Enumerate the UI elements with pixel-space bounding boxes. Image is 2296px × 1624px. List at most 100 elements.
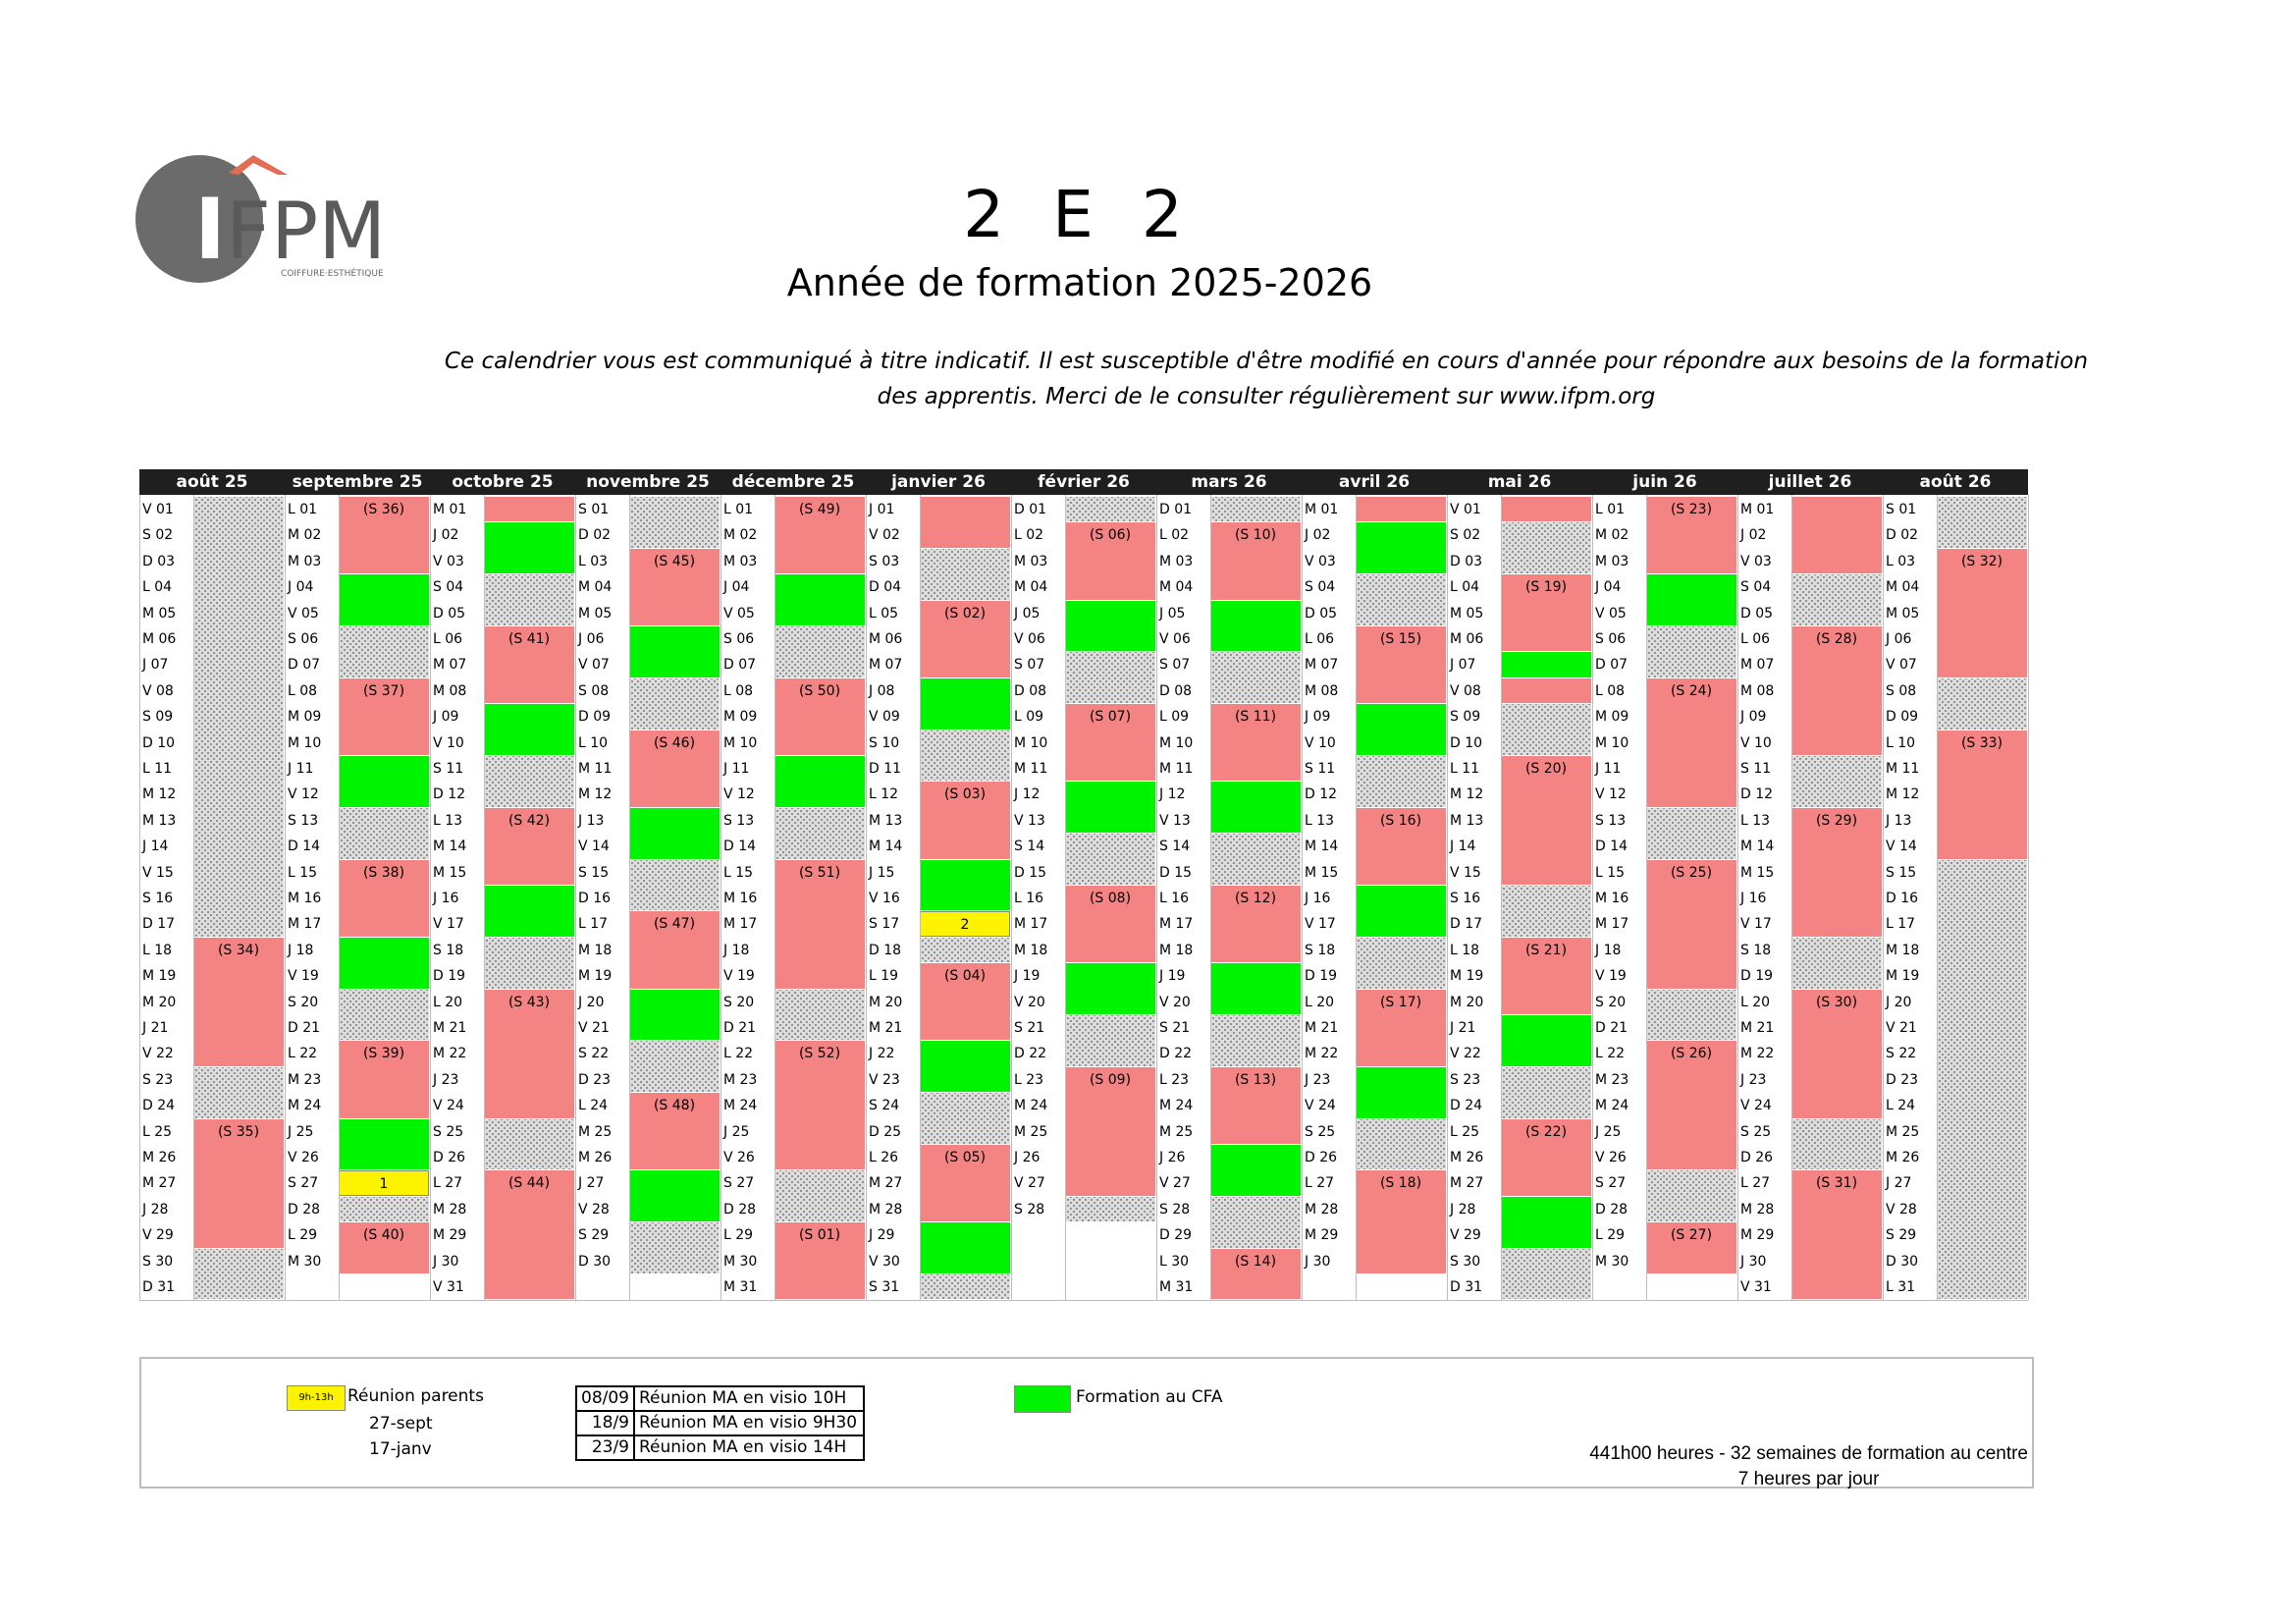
meeting-label: Réunion MA en visio 14H [633, 1435, 865, 1461]
day-cell: M 29 [1305, 1227, 1339, 1244]
day-cell: D 09 [1886, 709, 1919, 726]
day-cell: L 06 [1305, 631, 1335, 647]
day-cell: M 04 [1886, 579, 1920, 596]
day-cell: D 28 [288, 1201, 321, 1218]
week-label: (S 25) [1670, 864, 1713, 881]
holiday-block [774, 807, 865, 859]
day-cell: V 26 [1595, 1150, 1627, 1165]
day-cell: V 12 [1595, 786, 1627, 803]
day-cell: M 13 [1450, 812, 1484, 829]
day-cell: M 17 [1159, 916, 1194, 933]
week-label: (S 10) [1234, 527, 1277, 544]
day-cell: J 01 [869, 502, 895, 517]
entreprise-block: (S 35) [193, 1118, 284, 1248]
day-cell: M 24 [1159, 1098, 1194, 1114]
day-cell: V 14 [1886, 839, 1917, 855]
entreprise-block: (S 27) [1646, 1222, 1736, 1273]
day-cell: L 27 [433, 1175, 463, 1192]
entreprise-block: (S 02) [920, 600, 1010, 677]
day-cell: L 08 [723, 682, 754, 699]
day-cell: M 21 [1740, 1020, 1775, 1036]
column-divider [1937, 495, 1938, 1301]
entreprise-block: (S 41) [484, 626, 574, 704]
day-cell: S 04 [1305, 579, 1336, 596]
day-cell: D 25 [869, 1123, 902, 1140]
meeting-label: Réunion MA en visio 9H30 [633, 1410, 865, 1436]
day-cell: M 09 [723, 709, 758, 726]
day-cell: D 01 [1014, 502, 1047, 517]
day-cell: V 28 [1886, 1201, 1917, 1218]
day-cell: M 30 [1595, 1253, 1629, 1270]
day-cell: S 30 [142, 1253, 174, 1270]
day-cell: D 15 [1014, 864, 1047, 881]
day-cell: M 11 [1159, 761, 1194, 777]
day-cell: L 30 [1159, 1253, 1190, 1270]
cfa-block [1065, 600, 1155, 652]
column-divider [1646, 495, 1647, 1301]
entreprise-block: (S 24) [1646, 677, 1736, 807]
day-cell: J 19 [1014, 968, 1041, 985]
day-cell: S 28 [1014, 1201, 1045, 1218]
column-divider [1737, 495, 1738, 1301]
day-cell: M 25 [1886, 1123, 1920, 1140]
holiday-block [1646, 1170, 1736, 1222]
day-cell: M 22 [433, 1046, 467, 1062]
cfa-block [629, 989, 720, 1041]
day-cell: M 07 [869, 657, 903, 674]
week-label: (S 17) [1379, 994, 1422, 1010]
entreprise-block: (S 50) [774, 677, 865, 755]
cfa-block [629, 807, 720, 859]
holiday-block [484, 756, 574, 807]
day-cell: V 29 [142, 1227, 174, 1244]
day-cell: V 05 [723, 605, 755, 622]
day-cell: D 24 [142, 1098, 176, 1114]
day-cell: L 06 [433, 631, 463, 647]
day-cell: S 08 [578, 682, 610, 699]
day-cell: M 28 [1740, 1201, 1775, 1218]
day-cell: J 21 [142, 1020, 169, 1036]
day-cell: J 07 [1450, 657, 1476, 674]
entreprise-block: (S 09) [1065, 1066, 1155, 1196]
cfa-block [339, 937, 429, 989]
day-cell: L 20 [1740, 994, 1771, 1010]
entreprise-block [1501, 677, 1591, 704]
week-label: (S 47) [653, 916, 696, 933]
day-cell: V 22 [1450, 1046, 1481, 1062]
day-cell: V 05 [1595, 605, 1627, 622]
day-cell: M 09 [1595, 709, 1629, 726]
column-divider [1210, 495, 1211, 1301]
day-cell: V 06 [1159, 631, 1191, 647]
day-cell: J 02 [1740, 527, 1767, 544]
day-cell: J 14 [142, 839, 169, 855]
day-cell: J 27 [578, 1175, 605, 1192]
day-cell: V 21 [578, 1020, 610, 1036]
entreprise-block [920, 497, 1010, 548]
day-cell: V 13 [1159, 812, 1191, 829]
day-cell: D 16 [1886, 891, 1919, 906]
entreprise-block: (S 49) [774, 497, 865, 574]
day-cell: D 30 [1886, 1253, 1919, 1270]
day-cell: S 29 [578, 1227, 610, 1244]
day-cell: D 12 [433, 786, 466, 803]
day-cell: D 28 [1595, 1201, 1629, 1218]
day-cell: M 04 [1159, 579, 1194, 596]
ifpm-logo: I FPM COIFFURE·ESTHÉTIQUE [135, 155, 386, 283]
week-label: (S 21) [1524, 942, 1568, 958]
week-label: (S 43) [507, 994, 551, 1010]
day-cell: M 23 [1595, 1071, 1629, 1088]
day-cell: M 24 [288, 1098, 322, 1114]
day-cell: D 02 [578, 527, 612, 544]
day-cell: V 20 [1014, 994, 1045, 1010]
day-cell: J 14 [1450, 839, 1476, 855]
day-cell: S 28 [1159, 1201, 1191, 1218]
day-cell: J 15 [869, 864, 895, 881]
entreprise-block: (S 48) [629, 1093, 720, 1170]
day-cell: V 17 [1740, 916, 1772, 933]
day-cell: V 26 [723, 1150, 755, 1165]
day-cell: S 21 [1014, 1020, 1045, 1036]
entreprise-block: (S 33) [1937, 730, 2027, 859]
day-cell: M 03 [723, 553, 758, 569]
day-cell: L 10 [1886, 734, 1916, 751]
day-cell: L 13 [1740, 812, 1771, 829]
reunion-block: 1 [339, 1170, 429, 1196]
